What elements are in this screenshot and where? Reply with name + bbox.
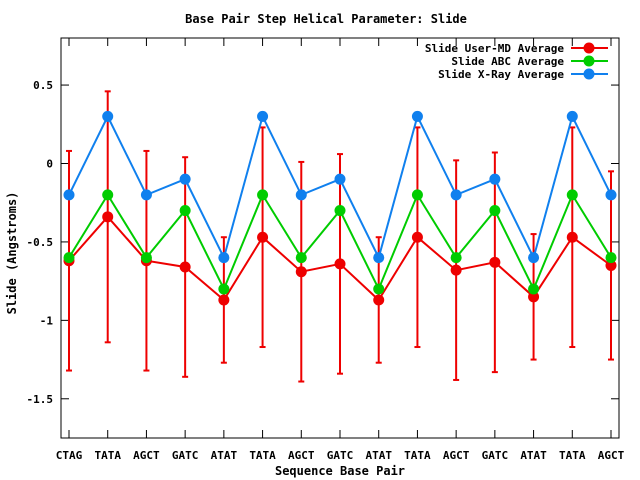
data-point [411,231,423,243]
y-tick-label: -1.5 [27,393,54,406]
data-point [528,252,540,264]
x-tick-label: TATA [404,449,431,462]
series-1 [63,90,617,383]
x-tick-label: ATAT [520,449,547,462]
series-3 [63,110,617,264]
x-tick-label: AGCT [288,449,315,462]
data-point [566,231,578,243]
data-point [334,173,346,185]
data-point [102,189,114,201]
data-point [528,291,540,303]
data-point [450,189,462,201]
data-point [411,110,423,122]
data-point [489,256,501,268]
data-point [102,211,114,223]
data-point [566,110,578,122]
y-tick-label: 0.5 [33,79,53,92]
y-axis-label: Slide (Angstroms) [5,192,19,315]
x-tick-label: ATAT [365,449,392,462]
data-point [218,294,230,306]
legend-label: Slide ABC Average [451,55,564,68]
data-point [140,189,152,201]
y-axis-ticks: 0.5 0 -0.5 -1 -1.5 [27,79,619,406]
x-tick-label: AGCT [133,449,160,462]
data-point [140,252,152,264]
x-tick-label: GATC [172,449,199,462]
data-point [528,283,540,295]
y-tick-label: -0.5 [27,236,54,249]
series-2 [63,189,617,295]
data-point [334,205,346,217]
x-tick-label: GATC [482,449,509,462]
data-point [373,252,385,264]
chart-title: Base Pair Step Helical Parameter: Slide [185,12,467,26]
x-tick-label: ATAT [211,449,238,462]
data-point [63,189,75,201]
legend-marker [583,68,595,80]
data-point [179,173,191,185]
data-point [295,266,307,278]
data-point [102,110,114,122]
data-point [605,252,617,264]
data-point [334,258,346,270]
x-tick-label: TATA [249,449,276,462]
x-tick-label: GATC [327,449,354,462]
data-point [605,189,617,201]
data-point [411,189,423,201]
x-tick-label: TATA [559,449,586,462]
data-point [489,205,501,217]
legend-marker [583,42,595,54]
data-point [257,189,269,201]
data-point [295,252,307,264]
legend-label: Slide User-MD Average [425,42,564,55]
data-point [257,231,269,243]
data-point [489,173,501,185]
x-axis-ticks: CTAG TATA AGCT GATC ATAT TATA AGCT GATC ATAT TATA… [56,38,625,462]
data-point [373,294,385,306]
legend-label: Slide X-Ray Average [438,68,564,81]
data-point [373,283,385,295]
y-tick-label: 0 [46,157,53,170]
data-point [218,252,230,264]
data-point [566,189,578,201]
x-tick-label: AGCT [443,449,470,462]
series-layer [63,90,617,383]
x-tick-label: TATA [94,449,121,462]
data-point [450,252,462,264]
data-point [179,205,191,217]
y-tick-label: -1 [40,314,54,327]
data-point [179,261,191,273]
data-point [63,252,75,264]
data-point [605,259,617,271]
x-axis-label: Sequence Base Pair [275,464,405,478]
data-point [218,283,230,295]
data-point [450,264,462,276]
data-point [295,189,307,201]
x-tick-label: CTAG [56,449,83,462]
data-point [257,110,269,122]
x-tick-label: AGCT [598,449,625,462]
legend-marker [583,55,595,67]
